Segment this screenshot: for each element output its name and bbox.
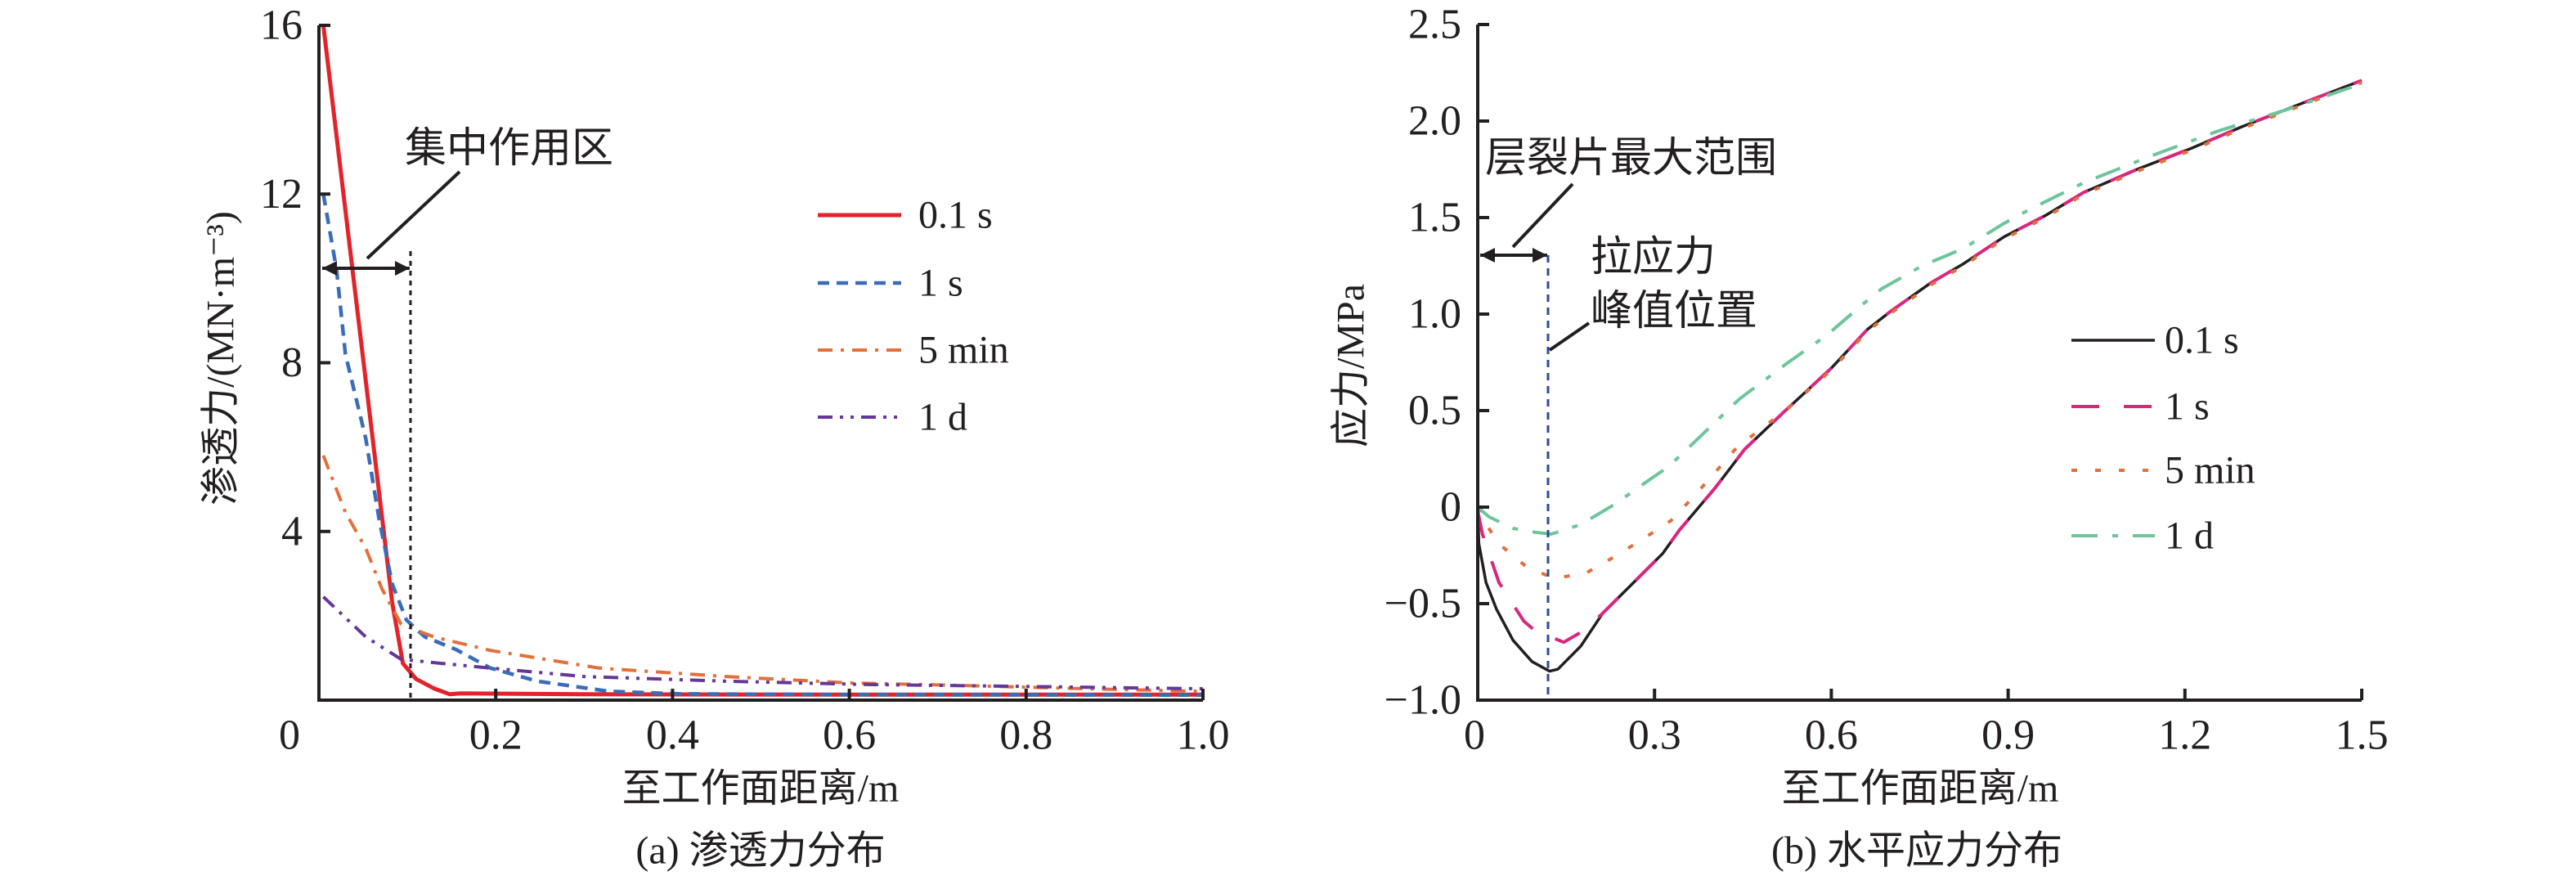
legend-label: 0.1 s xyxy=(2165,319,2239,362)
annotation-text-line-1: 拉应力 xyxy=(1591,235,1716,281)
x-tick-label: 1.5 xyxy=(2336,712,2389,759)
x-tick-label: 1.2 xyxy=(2158,712,2211,759)
annotation-spall-range: 层裂片最大范围 xyxy=(1480,136,1777,263)
x-tick-label: 0.6 xyxy=(823,712,876,759)
annotation-tension-peak: 拉应力 峰值位置 xyxy=(1546,235,1757,699)
axes-frame xyxy=(317,25,1203,702)
x-tick-label: 0.4 xyxy=(646,712,699,759)
series-line-1d xyxy=(322,595,1204,691)
legend-item: 0.1 s xyxy=(2071,319,2239,362)
y-tick-label: 12 xyxy=(260,171,303,218)
y-tick-label: 16 xyxy=(260,2,303,49)
x-tick-label: 0.9 xyxy=(1981,712,2035,759)
x-tick-label: 0.8 xyxy=(999,712,1052,759)
series-line-1s xyxy=(321,193,1204,698)
legend-label: 1 s xyxy=(2165,385,2210,429)
y-tick-label: 1.5 xyxy=(1408,195,1461,241)
leader-line xyxy=(366,170,461,260)
annotation-text-line-2: 峰值位置 xyxy=(1591,289,1757,335)
series-line-5min xyxy=(321,455,1204,694)
x-tick-label: 0 xyxy=(279,712,300,759)
annotation-text: 集中作用区 xyxy=(405,126,613,172)
y-axis-title-a: 渗透力/(MN·m⁻³) xyxy=(200,211,243,505)
axes-frame xyxy=(1476,25,2362,702)
y-axis-title-b: 应力/MPa xyxy=(1330,284,1373,447)
legend-label: 1 d xyxy=(918,396,967,439)
x-tick-label: 0 xyxy=(1464,712,1485,759)
x-tick-label: 0.2 xyxy=(469,712,523,759)
y-tick-label: 0 xyxy=(1440,484,1461,531)
annotation-text: 层裂片最大范围 xyxy=(1485,136,1777,182)
legend: 0.1 s 1 s 5 min 1 d xyxy=(818,194,1009,439)
x-tick-label: 1.0 xyxy=(1177,712,1230,759)
y-tick-label: 2.0 xyxy=(1408,98,1461,145)
legend-item: 1 s xyxy=(818,262,963,305)
x-axis-title-a: 至工作面距离/m xyxy=(622,767,900,811)
legend-label: 1 s xyxy=(918,262,963,305)
series-line-5min xyxy=(1476,80,2363,581)
annotation-concentration-zone: 集中作用区 xyxy=(322,126,613,699)
plot-a: 0 0.2 0.4 0.6 0.8 1.0 4 8 12 16 0.1 s 1 s 5 min 1 d xyxy=(260,2,1230,759)
x-axis-title-b: 至工作面距离/m xyxy=(1782,767,2059,811)
legend-item: 5 min xyxy=(2071,449,2255,492)
series-group xyxy=(321,25,1204,698)
y-tick-label: 0.5 xyxy=(1408,388,1461,434)
panel-b: 0 0.3 0.6 0.9 1.2 1.5 −1.0 −0.5 0 0.5 1.0 1.5 2.0 2.5… xyxy=(1330,2,2389,873)
y-tick-label: 2.5 xyxy=(1408,2,1461,48)
panel-a: 0 0.2 0.4 0.6 0.8 1.0 4 8 12 16 0.1 s 1 s 5 min 1 d 渗… xyxy=(200,2,1230,873)
legend-item: 1 d xyxy=(818,396,967,439)
legend-item: 1 s xyxy=(2071,385,2210,429)
y-tick-label: 4 xyxy=(281,508,303,555)
legend-label: 0.1 s xyxy=(918,194,993,237)
legend-label: 5 min xyxy=(2165,449,2255,492)
plot-b: 0 0.3 0.6 0.9 1.2 1.5 −1.0 −0.5 0 0.5 1.0 1.5 2.0 2.5… xyxy=(1384,2,2389,759)
legend-item: 1 d xyxy=(2071,514,2214,558)
x-tick-label: 0.3 xyxy=(1628,712,1681,759)
legend: 0.1 s 1 s 5 min 1 d xyxy=(2071,319,2255,558)
legend-item: 5 min xyxy=(818,329,1009,372)
leader-line xyxy=(1511,182,1574,249)
series-line-1s xyxy=(1476,79,2363,645)
x-tick-label: 0.6 xyxy=(1805,712,1858,759)
legend-label: 5 min xyxy=(918,329,1009,372)
caption-a: (a) 渗透力分布 xyxy=(635,829,885,873)
y-tick-label: 8 xyxy=(281,339,303,386)
legend-item: 0.1 s xyxy=(818,194,993,237)
y-tick-label: −0.5 xyxy=(1384,581,1461,627)
caption-b: (b) 水平应力分布 xyxy=(1771,829,2062,873)
y-tick-label: 1.0 xyxy=(1408,291,1461,338)
y-tick-label: −1.0 xyxy=(1384,677,1461,724)
legend-label: 1 d xyxy=(2165,514,2214,558)
leader-line xyxy=(1548,321,1591,352)
